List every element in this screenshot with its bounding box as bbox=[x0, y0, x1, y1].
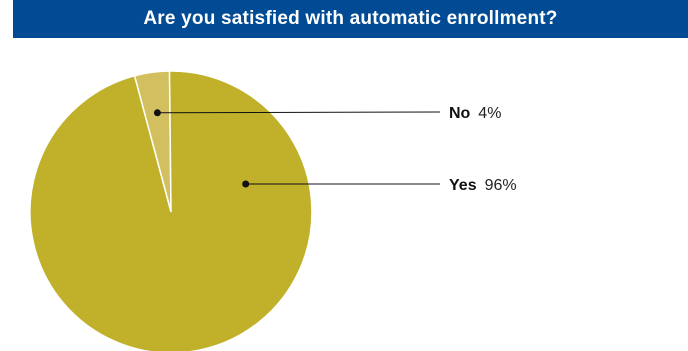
callout-dot-yes bbox=[242, 180, 250, 188]
chart-title: Are you satisfied with automatic enrollm… bbox=[13, 0, 688, 38]
callout-line-no bbox=[157, 111, 441, 114]
pie-slice-yes bbox=[29, 70, 313, 351]
slice-value-no: 4% bbox=[478, 105, 501, 122]
pie-slices bbox=[29, 70, 313, 351]
slice-value-yes: 96% bbox=[485, 177, 517, 194]
slice-label-no: No bbox=[449, 105, 471, 122]
slice-label-yes: Yes bbox=[449, 177, 477, 194]
callout-dot-no bbox=[153, 109, 161, 117]
pie-callouts: No 4% Yes 96% bbox=[153, 105, 517, 194]
